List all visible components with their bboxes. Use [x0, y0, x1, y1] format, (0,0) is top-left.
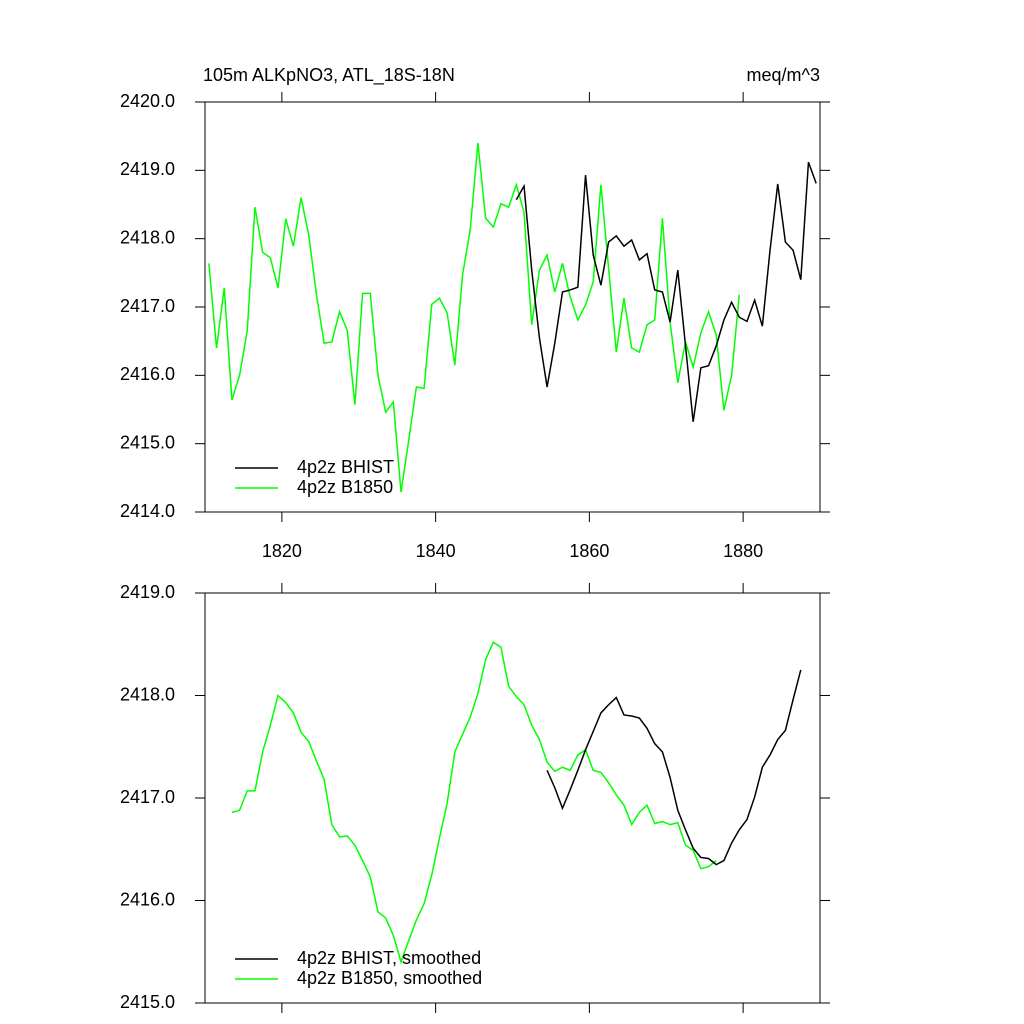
- y-tick-label: 2419.0: [120, 582, 175, 602]
- plot-frame: [204, 101, 821, 513]
- x-tick-label: 1860: [569, 541, 609, 561]
- units-label: meq/m^3: [747, 65, 820, 85]
- y-tick-label: 2417.0: [120, 787, 175, 807]
- y-tick-label: 2416.0: [120, 889, 175, 909]
- legend-label: 4p2z BHIST: [297, 457, 394, 477]
- y-tick-label: 2415.0: [120, 992, 175, 1012]
- y-tick-label: 2420.0: [120, 91, 175, 111]
- y-tick-label: 2418.0: [120, 684, 175, 704]
- plot-frame: [204, 592, 821, 1004]
- series-line: [546, 669, 802, 866]
- series-line: [208, 142, 741, 493]
- y-tick-label: 2419.0: [120, 159, 175, 179]
- x-tick-label: 1840: [416, 541, 456, 561]
- y-tick-label: 2414.0: [120, 501, 175, 521]
- y-tick-label: 2417.0: [120, 296, 175, 316]
- legend-label: 4p2z BHIST, smoothed: [297, 948, 481, 968]
- legend-label: 4p2z B1850: [297, 477, 393, 497]
- legend-label: 4p2z B1850, smoothed: [297, 968, 482, 988]
- y-tick-label: 2415.0: [120, 432, 175, 452]
- x-tick-label: 1880: [723, 541, 763, 561]
- y-tick-label: 2418.0: [120, 227, 175, 247]
- x-tick-label: 1820: [262, 541, 302, 561]
- chart-title: 105m ALKpNO3, ATL_18S-18N: [203, 65, 455, 86]
- y-tick-label: 2416.0: [120, 364, 175, 384]
- series-line: [515, 161, 817, 422]
- series-line: [231, 641, 717, 965]
